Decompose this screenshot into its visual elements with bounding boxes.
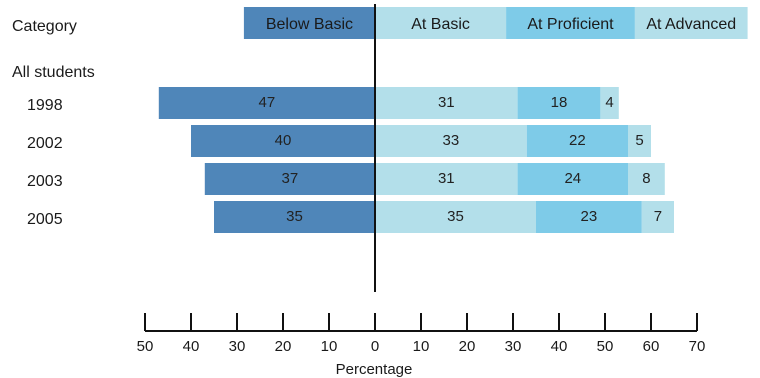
x-tick-label: 10 xyxy=(413,338,430,355)
row-labels: 1998 2002 2003 2005 xyxy=(27,97,63,228)
data-label-at-basic-2003: 31 xyxy=(438,170,455,187)
bar-at-basic-2005 xyxy=(375,201,536,233)
bar-at-proficient-2002 xyxy=(526,125,628,157)
x-tick-label: 50 xyxy=(597,338,614,355)
x-tick-label: 30 xyxy=(505,338,522,355)
x-tick-label: 60 xyxy=(643,338,660,355)
category-header: Category xyxy=(12,18,77,35)
bar-below-basic-2005 xyxy=(214,201,375,233)
bar-at-advanced-2005 xyxy=(641,201,674,233)
data-label-at-basic-2005: 35 xyxy=(447,208,464,225)
x-axis-label: Percentage xyxy=(336,361,413,378)
data-label-at-proficient-2003: 24 xyxy=(564,170,581,187)
x-tick-label: 20 xyxy=(275,338,292,355)
data-label-at-proficient-2002: 22 xyxy=(569,132,586,149)
data-label-at-advanced-2002: 5 xyxy=(635,132,643,149)
data-label-at-basic-2002: 33 xyxy=(443,132,460,149)
bar-at-proficient-2003 xyxy=(517,163,628,195)
bar-at-proficient-1998 xyxy=(517,87,601,119)
legend-label-at-basic: At Basic xyxy=(411,16,470,33)
bar-below-basic-1998 xyxy=(158,87,375,119)
legend-label-at-advanced: At Advanced xyxy=(646,16,736,33)
x-tick-label: 40 xyxy=(551,338,568,355)
data-label-below-basic-1998: 47 xyxy=(259,94,276,111)
data-label-at-advanced-1998: 4 xyxy=(605,94,613,111)
bar-below-basic-2002 xyxy=(191,125,375,157)
x-tick-label: 70 xyxy=(689,338,706,355)
row-label-2005: 2005 xyxy=(27,211,63,228)
bar-below-basic-2003 xyxy=(204,163,375,195)
row-label-2002: 2002 xyxy=(27,135,63,152)
row-label-2003: 2003 xyxy=(27,173,63,190)
data-label-at-proficient-2005: 23 xyxy=(581,208,598,225)
legend: Below Basic At Basic At Proficient At Advan… xyxy=(243,7,748,39)
legend-swatch-at-advanced xyxy=(634,7,748,39)
x-tick-label: 50 xyxy=(137,338,154,355)
x-tick-label: 40 xyxy=(183,338,200,355)
data-label-at-proficient-1998: 18 xyxy=(551,94,568,111)
data-label-below-basic-2005: 35 xyxy=(286,208,303,225)
data-label-below-basic-2003: 37 xyxy=(282,170,299,187)
x-tick-label: 20 xyxy=(459,338,476,355)
row-label-1998: 1998 xyxy=(27,97,63,114)
bar-at-advanced-2002 xyxy=(628,125,651,157)
x-tick-label: 30 xyxy=(229,338,246,355)
bar-at-basic-2003 xyxy=(375,163,518,195)
group-label: All students xyxy=(12,64,95,81)
data-label-at-advanced-2003: 8 xyxy=(642,170,650,187)
bar-at-basic-1998 xyxy=(375,87,518,119)
x-axis: 50 40 30 20 10 0 10 20 30 40 50 60 70 xyxy=(137,313,706,355)
bar-at-advanced-2003 xyxy=(628,163,665,195)
data-label-below-basic-2002: 40 xyxy=(275,132,292,149)
bar-at-basic-2002 xyxy=(375,125,527,157)
legend-label-at-proficient: At Proficient xyxy=(527,16,614,33)
legend-swatch-below-basic xyxy=(243,7,375,39)
bar-at-advanced-1998 xyxy=(600,87,619,119)
x-tick-label: 10 xyxy=(321,338,338,355)
bar-at-proficient-2005 xyxy=(536,201,642,233)
data-label-at-basic-1998: 31 xyxy=(438,94,455,111)
legend-swatch-at-basic xyxy=(375,7,507,39)
bars: 47 31 18 4 40 33 22 5 37 31 24 8 35 35 23 7 xyxy=(158,87,674,233)
legend-swatch-at-proficient xyxy=(506,7,635,39)
legend-label-below-basic: Below Basic xyxy=(266,16,353,33)
x-tick-label: 0 xyxy=(371,338,379,355)
data-label-at-advanced-2005: 7 xyxy=(654,208,662,225)
